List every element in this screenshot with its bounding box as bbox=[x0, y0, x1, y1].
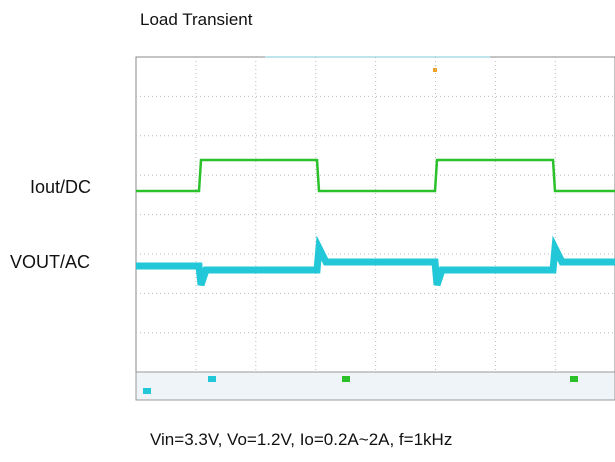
vout-trace bbox=[136, 248, 615, 285]
title: Load Transient bbox=[140, 10, 252, 30]
caption: Vin=3.3V, Vo=1.2V, Io=0.2A~2A, f=1kHz bbox=[150, 430, 452, 450]
scope-frame bbox=[136, 57, 615, 372]
status-bar bbox=[136, 372, 615, 400]
vout-label: VOUT/AC bbox=[10, 252, 90, 273]
ch-marker bbox=[570, 376, 578, 382]
ch-marker bbox=[143, 388, 151, 394]
grid bbox=[136, 57, 615, 372]
figure: Load Transient Iout/DC VOUT/AC Vin=3.3V,… bbox=[0, 0, 615, 462]
trigger-marker bbox=[433, 68, 437, 72]
scope-screen bbox=[0, 0, 615, 462]
iout-trace bbox=[136, 160, 615, 191]
iout-label: Iout/DC bbox=[30, 177, 91, 198]
ch-marker bbox=[208, 376, 216, 382]
ch-marker bbox=[342, 376, 350, 382]
